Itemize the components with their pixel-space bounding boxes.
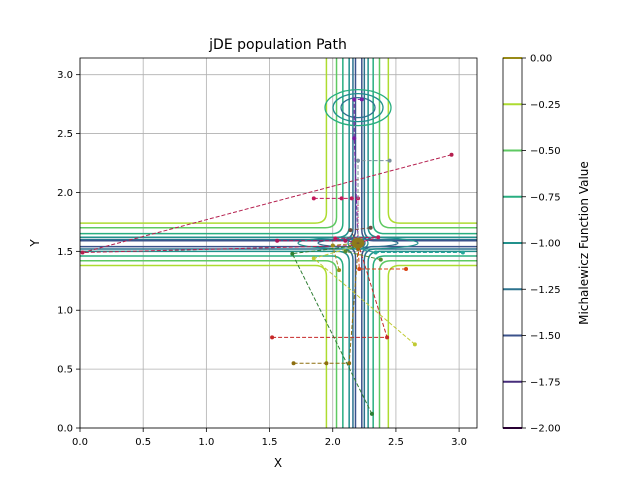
contour-level (80, 58, 477, 428)
contour-loop (332, 93, 384, 123)
path-point (368, 225, 373, 230)
contour-loop (324, 89, 392, 127)
path-point (449, 152, 454, 157)
contour-loop (340, 97, 376, 119)
population-paths (80, 97, 465, 416)
colorbar-tick-label: −1.75 (530, 377, 561, 388)
y-axis: 0.0 0.5 1.0 1.5 2.0 2.5 3.0 (57, 70, 80, 435)
path-line (357, 243, 407, 270)
path-point (330, 243, 335, 248)
x-tick-label: 2.0 (325, 437, 341, 448)
colorbar-levels (503, 57, 522, 429)
path-point (291, 361, 296, 366)
contour-segment (372, 255, 477, 428)
cluster-point (359, 239, 365, 245)
x-axis: 0.0 0.5 1.0 1.5 2.0 2.5 3.0 (72, 428, 467, 448)
chart-title: jDE population Path (208, 37, 347, 53)
path-point (356, 158, 361, 163)
contour-segment (378, 58, 477, 229)
colorbar-tick-label: −1.50 (530, 331, 561, 342)
path-line (293, 248, 359, 364)
path-point (359, 97, 364, 102)
contour-lines (80, 58, 477, 428)
colorbar-label: Michalewicz Function Value (577, 161, 591, 325)
y-tick-label: 2.5 (57, 129, 73, 140)
y-tick-label: 3.0 (57, 70, 73, 81)
path-point (352, 136, 357, 141)
plot-frame (79, 57, 478, 429)
path-point (339, 196, 344, 201)
y-tick-label: 1.5 (57, 247, 73, 258)
contour-segment (387, 58, 477, 224)
path-point (275, 238, 280, 243)
y-tick-label: 1.0 (57, 306, 73, 317)
path-point (311, 196, 316, 201)
path-point (412, 342, 417, 347)
contour-level (80, 58, 477, 428)
colorbar-tick-label: −0.75 (530, 192, 561, 203)
y-tick-label: 0.0 (57, 424, 73, 435)
plot-area (80, 58, 477, 428)
path-point (373, 250, 378, 255)
path-point (349, 196, 354, 201)
path-point (347, 361, 352, 366)
path-point (80, 250, 85, 255)
colorbar-tick-label: 0.00 (530, 54, 552, 65)
contour-segment (372, 58, 477, 235)
colorbar-ticks: 0.00 −0.25 −0.50 −0.75 −1.00 −1.25 −1.50 −1.75 −… (522, 54, 561, 435)
contour-segment (80, 58, 344, 235)
path-line (291, 244, 373, 415)
x-axis-label: X (274, 456, 282, 470)
path-point (311, 256, 316, 261)
contour-segment (80, 58, 338, 229)
colorbar: 0.00 −0.25 −0.50 −0.75 −1.00 −1.25 −1.50 −1.75 −… (502, 54, 591, 435)
contour-segment (367, 250, 477, 428)
path-point (348, 228, 353, 233)
y-tick-label: 2.0 (57, 188, 73, 199)
contour-segment (378, 260, 477, 428)
y-tick-label: 0.5 (57, 365, 73, 376)
x-tick-label: 3.0 (451, 437, 467, 448)
colorbar-tick-label: −0.50 (530, 146, 561, 157)
contour-segment (80, 58, 328, 224)
path-point (343, 249, 348, 254)
path-point (385, 335, 390, 340)
contour-segment (80, 260, 338, 428)
path-point (404, 267, 409, 272)
path-point (376, 235, 381, 240)
contour-level (80, 58, 477, 428)
colorbar-tick-label: −1.00 (530, 239, 561, 250)
path-point (343, 238, 348, 243)
contour-segment (80, 255, 344, 428)
contour-level (80, 58, 477, 428)
path-line (353, 98, 362, 244)
contour-segment (361, 58, 477, 242)
path-point (324, 361, 329, 366)
path-point (333, 236, 338, 241)
path-point (387, 158, 392, 163)
x-tick-label: 2.5 (388, 437, 404, 448)
x-tick-label: 1.5 (262, 437, 278, 448)
path-point (357, 267, 362, 272)
population-path (311, 196, 361, 246)
x-tick-label: 1.0 (198, 437, 214, 448)
path-point (270, 335, 275, 340)
colorbar-tick-label: −0.25 (530, 100, 561, 111)
path-point (369, 411, 374, 416)
path-point (378, 257, 383, 262)
path-point (290, 251, 295, 256)
colorbar-tick-label: −2.00 (530, 424, 561, 435)
path-point (352, 97, 357, 102)
minimum-cluster (351, 237, 365, 249)
path-point (460, 250, 465, 255)
contour-segment (387, 264, 477, 428)
x-tick-label: 0.0 (72, 437, 88, 448)
colorbar-tick-label: −1.25 (530, 285, 561, 296)
y-axis-label: Y (28, 239, 42, 248)
x-tick-label: 0.5 (135, 437, 151, 448)
path-point (337, 268, 342, 273)
contour-segment (80, 264, 328, 428)
